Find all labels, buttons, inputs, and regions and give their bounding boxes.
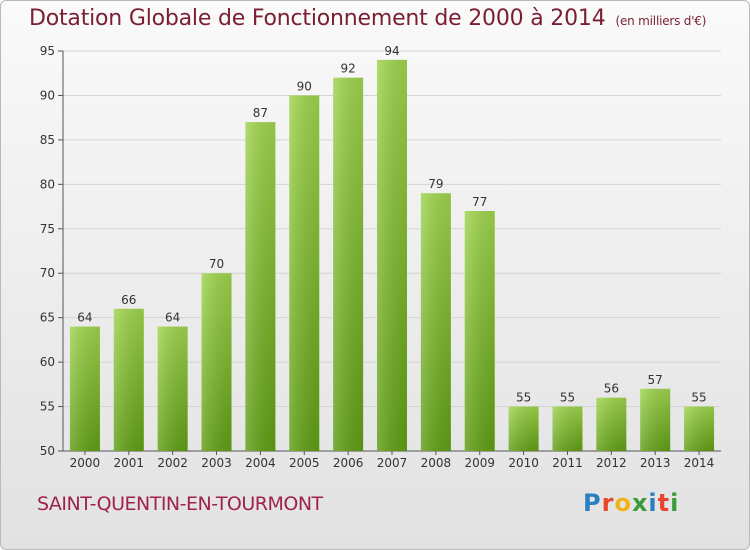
bar-shade	[201, 273, 232, 451]
y-tick-label: 85	[40, 133, 55, 147]
x-tick-label: 2011	[552, 456, 583, 470]
x-tick-label: 2007	[377, 456, 408, 470]
chart-subtitle: (en milliers d'€)	[615, 14, 707, 28]
data-label: 70	[209, 257, 224, 271]
chart-title-text: Dotation Globale de Fonctionnement de 20…	[29, 6, 606, 31]
y-tick-label: 50	[40, 444, 55, 458]
bar-shade	[245, 122, 276, 451]
data-label: 77	[472, 195, 487, 209]
bar-shade	[69, 326, 100, 451]
bar-shade	[113, 308, 144, 451]
bar-shade	[420, 193, 451, 451]
x-tick-label: 2009	[464, 456, 495, 470]
data-label: 87	[253, 106, 268, 120]
data-label: 66	[121, 293, 136, 307]
data-label: 55	[691, 391, 706, 405]
logo-letter: i	[670, 489, 680, 517]
data-label: 79	[428, 177, 443, 191]
data-label: 57	[648, 373, 663, 387]
logo-letter: t	[657, 489, 671, 517]
x-tick-label: 2001	[114, 456, 145, 470]
logo-letter: x	[631, 489, 649, 517]
bar-shade	[508, 406, 539, 451]
bar-shade	[289, 95, 320, 451]
bar-shade	[596, 397, 627, 451]
x-tick-label: 2003	[201, 456, 232, 470]
commune-name: SAINT-QUENTIN-EN-TOURMONT	[37, 493, 323, 515]
y-tick-label: 75	[40, 222, 55, 236]
logo-letter: i	[648, 489, 658, 517]
x-tick-label: 2004	[245, 456, 276, 470]
x-tick-label: 2000	[70, 456, 101, 470]
y-tick-label: 65	[40, 311, 55, 325]
bar-shade	[464, 211, 495, 451]
data-label: 56	[604, 382, 619, 396]
x-tick-label: 2014	[684, 456, 715, 470]
x-tick-label: 2008	[421, 456, 452, 470]
x-tick-label: 2010	[508, 456, 539, 470]
chart-title: Dotation Globale de Fonctionnement de 20…	[29, 6, 706, 31]
y-tick-label: 95	[40, 44, 55, 58]
y-tick-label: 70	[40, 266, 55, 280]
data-label: 64	[77, 311, 92, 325]
proxiti-logo: Proxiti	[583, 489, 679, 517]
x-tick-label: 2002	[157, 456, 188, 470]
bar-shade	[684, 406, 715, 451]
x-tick-label: 2005	[289, 456, 320, 470]
data-label: 90	[297, 79, 312, 93]
x-tick-label: 2013	[640, 456, 671, 470]
bar-shade	[377, 59, 407, 452]
bar-shade	[552, 406, 583, 451]
y-tick-label: 55	[40, 400, 55, 414]
data-label: 55	[516, 391, 531, 405]
data-label: 94	[384, 44, 399, 58]
logo-letter: r	[601, 489, 615, 517]
bar-shade	[640, 388, 671, 451]
y-tick-label: 80	[40, 177, 55, 191]
data-label: 55	[560, 391, 575, 405]
data-label: 92	[340, 62, 355, 76]
bar-shade	[157, 326, 188, 451]
y-tick-label: 90	[40, 88, 55, 102]
logo-letter: o	[614, 489, 632, 517]
bar-shade	[333, 77, 364, 452]
x-tick-label: 2006	[333, 456, 364, 470]
x-tick-label: 2012	[596, 456, 627, 470]
logo-letter: P	[583, 489, 602, 517]
y-tick-label: 60	[40, 355, 55, 369]
data-label: 64	[165, 311, 180, 325]
